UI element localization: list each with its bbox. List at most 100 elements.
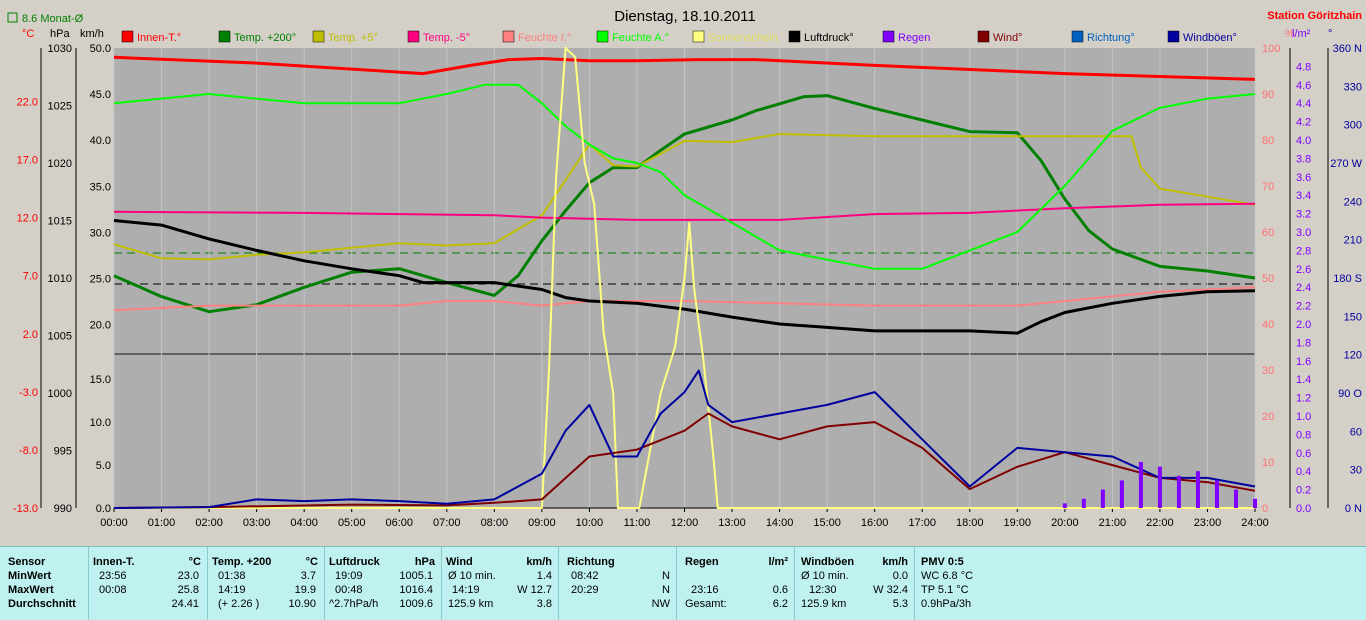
- legend-swatch: [977, 30, 990, 43]
- x-tick-label: 22:00: [1146, 517, 1174, 529]
- stats-header-druck: Luftdruck: [329, 556, 380, 568]
- stats-col-sensor: Sensor MinWert MaxWert Durchschnitt: [0, 547, 89, 620]
- series-line: [113, 202, 1256, 221]
- rain-axis-label: 2.8: [1296, 245, 1311, 257]
- legend-label: Richtung°: [1087, 32, 1135, 44]
- kmh-upper-axis-label: 35.0: [90, 181, 111, 193]
- kmh-upper-axis-label: 30.0: [90, 227, 111, 239]
- unit-hpa: hPa: [50, 28, 70, 40]
- rain-axis-label: 2.4: [1296, 282, 1311, 294]
- rain-axis-label: 1.4: [1296, 374, 1311, 386]
- x-tick-label: 17:00: [908, 517, 936, 529]
- rain-axis-label: 3.2: [1296, 209, 1311, 221]
- legend-label: Temp. +5°: [328, 32, 378, 44]
- druck-max-value: 1016.4: [399, 584, 433, 596]
- unit-lm2: l/m²: [1292, 28, 1311, 40]
- x-tick-label: 20:00: [1051, 517, 1079, 529]
- regen-max-time: 23:16: [691, 584, 719, 596]
- druck-avg-value: 1009.6: [399, 598, 433, 610]
- unit-degree: °: [1328, 28, 1332, 40]
- innen-avg-value: 24.41: [171, 598, 199, 610]
- rain-bar: [1062, 503, 1067, 508]
- stats-label-max: MaxWert: [8, 584, 54, 596]
- stats-col-wind: Wind km/h Ø 10 min. 1.4 14:19 W 12.7 125.9 …: [442, 547, 559, 620]
- x-tick-label: 05:00: [338, 517, 366, 529]
- legend-swatch: [502, 30, 515, 43]
- x-tick-label: 01:00: [148, 517, 176, 529]
- wind-max-time: 14:19: [452, 584, 480, 596]
- temp-max-time: 14:19: [218, 584, 246, 596]
- stats-label-min: MinWert: [8, 570, 52, 582]
- richtung-max-value: N: [662, 584, 670, 596]
- series-line: [113, 83, 1256, 270]
- pressure-axis-label: 1010: [48, 273, 72, 285]
- pmv-windchill: WC 6.8 °C: [921, 570, 974, 582]
- kmh-lower-axis-label: 5.0: [96, 460, 111, 472]
- legend-label: Innen-T.°: [137, 32, 181, 44]
- stats-unit-boeen: km/h: [882, 556, 908, 568]
- legend-label: Sonnenschein: [708, 32, 778, 44]
- innen-max-time: 00:08: [99, 584, 127, 596]
- innen-min-value: 23.0: [177, 570, 199, 582]
- stats-col-temp: Temp. +200 °C 01:38 3.7 14:19 19.9 (+ 2.26 …: [208, 547, 325, 620]
- temp-avg-note: (+ 2.26 ): [218, 598, 260, 610]
- pressure-axis-label: 995: [54, 446, 72, 458]
- direction-axis-label: 60: [1350, 426, 1362, 438]
- percent-axis-label: 40: [1262, 319, 1274, 331]
- legend-swatch: [312, 30, 325, 43]
- pressure-axis-label: 1020: [48, 158, 72, 170]
- temp-max-value: 19.9: [294, 584, 316, 596]
- stats-unit-temp: °C: [305, 556, 318, 568]
- stats-col-richtung: Richtung 08:42 N 20:29 N NW: [559, 547, 677, 620]
- wind-min-value: 1.4: [536, 570, 552, 582]
- percent-axis-label: 50: [1262, 273, 1274, 285]
- druck-min-value: 1005.1: [399, 570, 433, 582]
- stats-header-boeen: Windböen: [801, 556, 855, 568]
- richtung-min-time: 08:42: [571, 570, 599, 582]
- rain-bar: [1081, 498, 1086, 508]
- stats-header-temp: Temp. +200: [212, 556, 272, 568]
- temp-axis-label: 17.0: [17, 155, 38, 167]
- legend-label: Luftdruck°: [804, 32, 854, 44]
- legend-swatch: [407, 30, 420, 43]
- legend-swatch: [1071, 30, 1084, 43]
- x-tick-label: 12:00: [671, 517, 699, 529]
- legend-label: Feuchte A.°: [612, 32, 669, 44]
- innen-max-value: 25.8: [177, 584, 199, 596]
- rain-axis-label: 3.4: [1296, 190, 1311, 202]
- rain-axis-label: 4.6: [1296, 80, 1311, 92]
- legend-label: Windböen°: [1183, 32, 1237, 44]
- legend-label: Temp. +200°: [234, 32, 296, 44]
- stats-col-boeen: Windböen km/h Ø 10 min. 0.0 12:30 W 32.4 12…: [795, 547, 915, 620]
- wind-max-value: W 12.7: [517, 584, 552, 596]
- rain-bar: [1195, 471, 1200, 508]
- rain-axis-label: 1.2: [1296, 393, 1311, 405]
- direction-axis-label: 180 S: [1333, 273, 1362, 285]
- pressure-axis-label: 1015: [48, 216, 72, 228]
- rain-axis-label: 0.6: [1296, 448, 1311, 460]
- stats-header-pmv: PMV 0:5: [921, 556, 964, 568]
- boeen-max-time: 12:30: [809, 584, 837, 596]
- temp-axis-label: 7.0: [23, 271, 38, 283]
- kmh-lower-axis-label: 15.0: [90, 374, 111, 386]
- rain-axis-label: 2.6: [1296, 264, 1311, 276]
- direction-axis-label: 270 W: [1330, 158, 1362, 170]
- stats-unit-wind: km/h: [526, 556, 552, 568]
- rain-axis-label: 2.2: [1296, 301, 1311, 313]
- boeen-max-value: W 32.4: [873, 584, 908, 596]
- direction-axis-label: 300: [1344, 120, 1362, 132]
- percent-axis-label: 20: [1262, 411, 1274, 423]
- stats-header-richtung: Richtung: [567, 556, 615, 568]
- rain-bar: [1233, 489, 1238, 508]
- pressure-axis-label: 1030: [48, 43, 72, 55]
- rain-axis-label: 4.4: [1296, 98, 1311, 110]
- richtung-max-time: 20:29: [571, 584, 599, 596]
- x-tick-label: 21:00: [1099, 517, 1127, 529]
- rain-axis-label: 1.8: [1296, 337, 1311, 349]
- direction-axis-label: 0 N: [1345, 503, 1362, 515]
- x-tick-label: 08:00: [481, 517, 509, 529]
- richtung-min-value: N: [662, 570, 670, 582]
- druck-max-time: 00:48: [335, 584, 363, 596]
- pmv-pressure-trend: 0.9hPa/3h: [921, 598, 972, 610]
- kmh-lower-axis-label: 0.0: [96, 503, 111, 515]
